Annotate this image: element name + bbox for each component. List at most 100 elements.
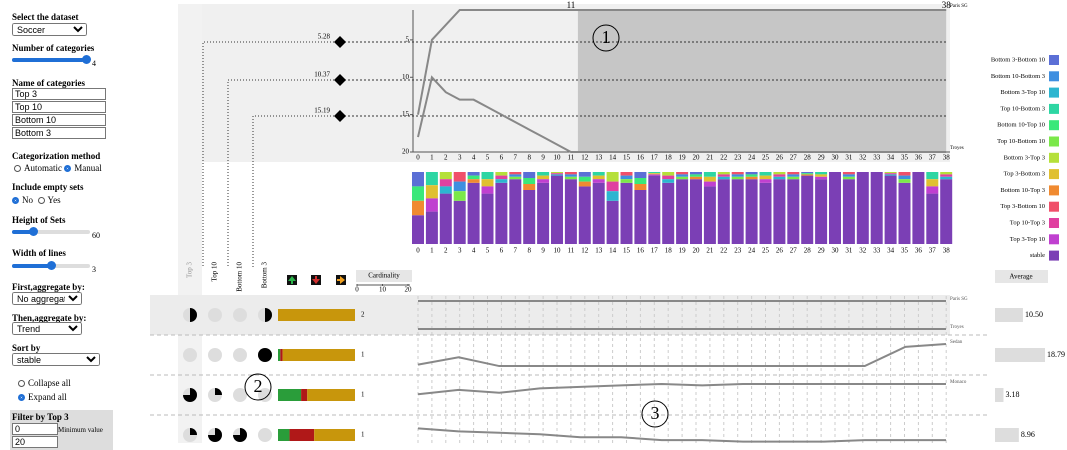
text-input[interactable] [12,101,106,113]
legend-swatch [1049,185,1059,196]
sort-select[interactable]: stable [12,353,100,366]
membership-background [208,348,222,362]
x-tick-label: 38 [943,154,951,162]
radio[interactable] [12,197,19,205]
membership-background [183,348,197,362]
composition-segment [280,349,283,361]
change-segment [495,175,508,180]
stable-segment [481,193,494,244]
label: Name of categories [12,78,85,88]
x-tick-label: 3 [458,247,462,255]
change-segment [648,172,661,174]
x-tick-label: 4 [472,247,476,255]
dataset-select[interactable]: Soccer [12,23,87,36]
x-tick-label: 34 [887,247,895,255]
average-bar [995,348,1045,362]
radio[interactable] [18,380,25,388]
stable-segment [690,179,702,244]
radio[interactable] [14,165,21,173]
stable-segment [829,172,841,244]
change-segment [509,174,522,177]
x-tick-label: 11 [568,154,575,162]
radio-label: Expand all [28,392,67,402]
label: Number of categories [12,43,95,53]
stable-segment [425,211,438,244]
x-tick-label: 22 [720,247,728,255]
sort-icons [287,275,346,285]
cardinality-count: 2 [361,311,365,319]
slider[interactable] [12,55,91,64]
x-tick-label: 10 [554,154,562,162]
x-tick-label: 19 [679,247,687,255]
change-segment [634,184,647,190]
legend-label: Bottom 10-Top 3 [1000,187,1045,194]
radio[interactable] [18,394,25,402]
membership-pie [190,428,197,435]
cardinality-tick-label: 20 [405,286,413,294]
change-segment [815,176,828,180]
slider-value: 60 [92,231,100,240]
text-input[interactable] [12,127,106,139]
legend-label: Top 10-Top 3 [1010,219,1045,226]
x-tick-label: 33 [873,247,881,255]
label: Select the dataset [12,12,79,22]
membership-pie [183,388,197,402]
x-tick-label: 31 [845,154,853,162]
radio-label: Manual [74,163,102,173]
change-segment [523,172,536,178]
change-segment [509,176,522,180]
change-segment [425,185,438,199]
column-label: Top 3 [186,262,194,279]
label: Minimum value [58,426,103,434]
change-segment [773,174,786,177]
x-tick-label: 24 [748,154,756,162]
radio[interactable] [64,165,72,173]
composition-segment [282,349,355,361]
membership-pie [265,308,272,322]
text-input[interactable] [12,114,106,126]
stable-segment [926,193,939,244]
change-segment [898,179,911,183]
x-tick-label: 18 [665,154,673,162]
change-segment [467,175,480,180]
membership-pie [215,388,222,395]
x-tick-label: 17 [651,247,659,255]
stable-segment [940,179,953,244]
change-segment [759,172,772,176]
legend-label: Top 3-Bottom 3 [1004,171,1045,178]
change-segment [926,186,939,194]
change-segment [703,172,716,177]
legend-swatch [1049,152,1059,163]
change-segment [537,179,550,183]
aggregate-select[interactable]: No aggregate [12,292,82,305]
radio[interactable] [37,197,45,205]
change-segment [717,172,730,175]
rank-line [417,9,947,115]
aggregate-select[interactable]: Trend [12,322,82,335]
stable-segment [717,179,730,244]
change-segment [759,179,772,183]
legend-label: stable [1030,252,1045,259]
number-input[interactable] [12,423,58,435]
threshold-handle [334,74,346,87]
legend-swatch [1049,169,1059,180]
x-tick-label: 35 [901,247,909,255]
stable-segment [606,200,619,244]
membership-background [233,348,247,362]
x-tick-label: 29 [818,247,826,255]
change-segment [690,176,702,180]
stable-segment [509,179,522,244]
slider[interactable] [12,261,90,270]
threshold-connector [202,41,340,268]
change-segment [620,179,633,183]
text-input[interactable] [12,88,106,100]
number-input[interactable] [12,436,58,448]
x-tick-label: 21 [706,154,714,162]
change-segment [453,191,466,201]
change-segment [815,174,828,177]
x-tick-label: 20 [693,247,701,255]
change-segment [731,174,744,177]
x-tick-label: 12 [581,247,589,255]
slider[interactable] [12,227,90,236]
